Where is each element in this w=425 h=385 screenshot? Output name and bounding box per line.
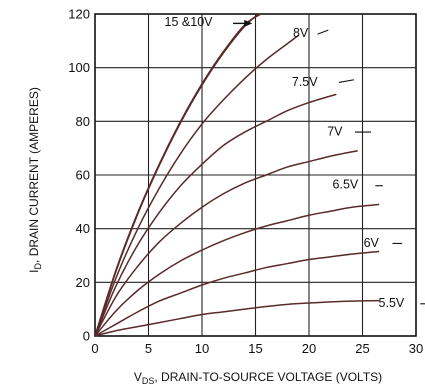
y-tick-label: 100 [68,60,90,75]
curve-label-a8: 8V [293,26,309,40]
curve-label-a15: 15 &10V [165,15,214,29]
grid [94,13,417,337]
y-axis-title: ID, DRAIN CURRENT (AMPERES) [27,87,43,273]
curves [94,13,380,337]
y-tick-label: 20 [76,275,90,290]
x-tick-label: 15 [248,341,262,356]
x-tick-label: 10 [195,341,209,356]
curve-6-5v [94,203,380,337]
curve-5-5v [94,299,380,337]
curve-7v [94,150,358,337]
x-axis-title: VDS, DRAIN-TO-SOURCE VOLTAGE (VOLTS) [134,370,382,385]
curve-label-a7: 7V [327,124,343,138]
curve-15-10v [94,13,260,337]
curve-label-a6: 6V [364,236,380,250]
x-tick-label: 20 [302,341,316,356]
y-tick-label: 80 [76,114,90,129]
label-leader [317,29,329,35]
x-tick-label: 0 [91,341,98,356]
curve-label-a55: 5.5V [379,296,405,310]
y-tick-label: 120 [68,7,90,22]
curve-7-5v [94,93,337,337]
curve-6v [94,250,380,337]
label-leader [338,79,355,83]
x-tick-label: 30 [409,341,423,356]
curve-labels: 15 &10V 8V 7.5V 7V 6.5V 6V 5.5V [165,15,425,310]
y-tick-label: 40 [76,221,90,236]
x-tick-label: 5 [145,341,152,356]
curve-label-a75: 7.5V [292,75,318,89]
x-tick-label: 25 [355,341,369,356]
y-tick-label: 0 [83,329,90,344]
curve-label-a65: 6.5V [333,178,359,192]
tick-labels: 0 5 10 15 20 25 30 0 20 40 60 80 100 120 [68,7,423,357]
curve-8v [94,34,300,337]
label-arrow-head [244,19,253,27]
y-tick-label: 60 [76,168,90,183]
